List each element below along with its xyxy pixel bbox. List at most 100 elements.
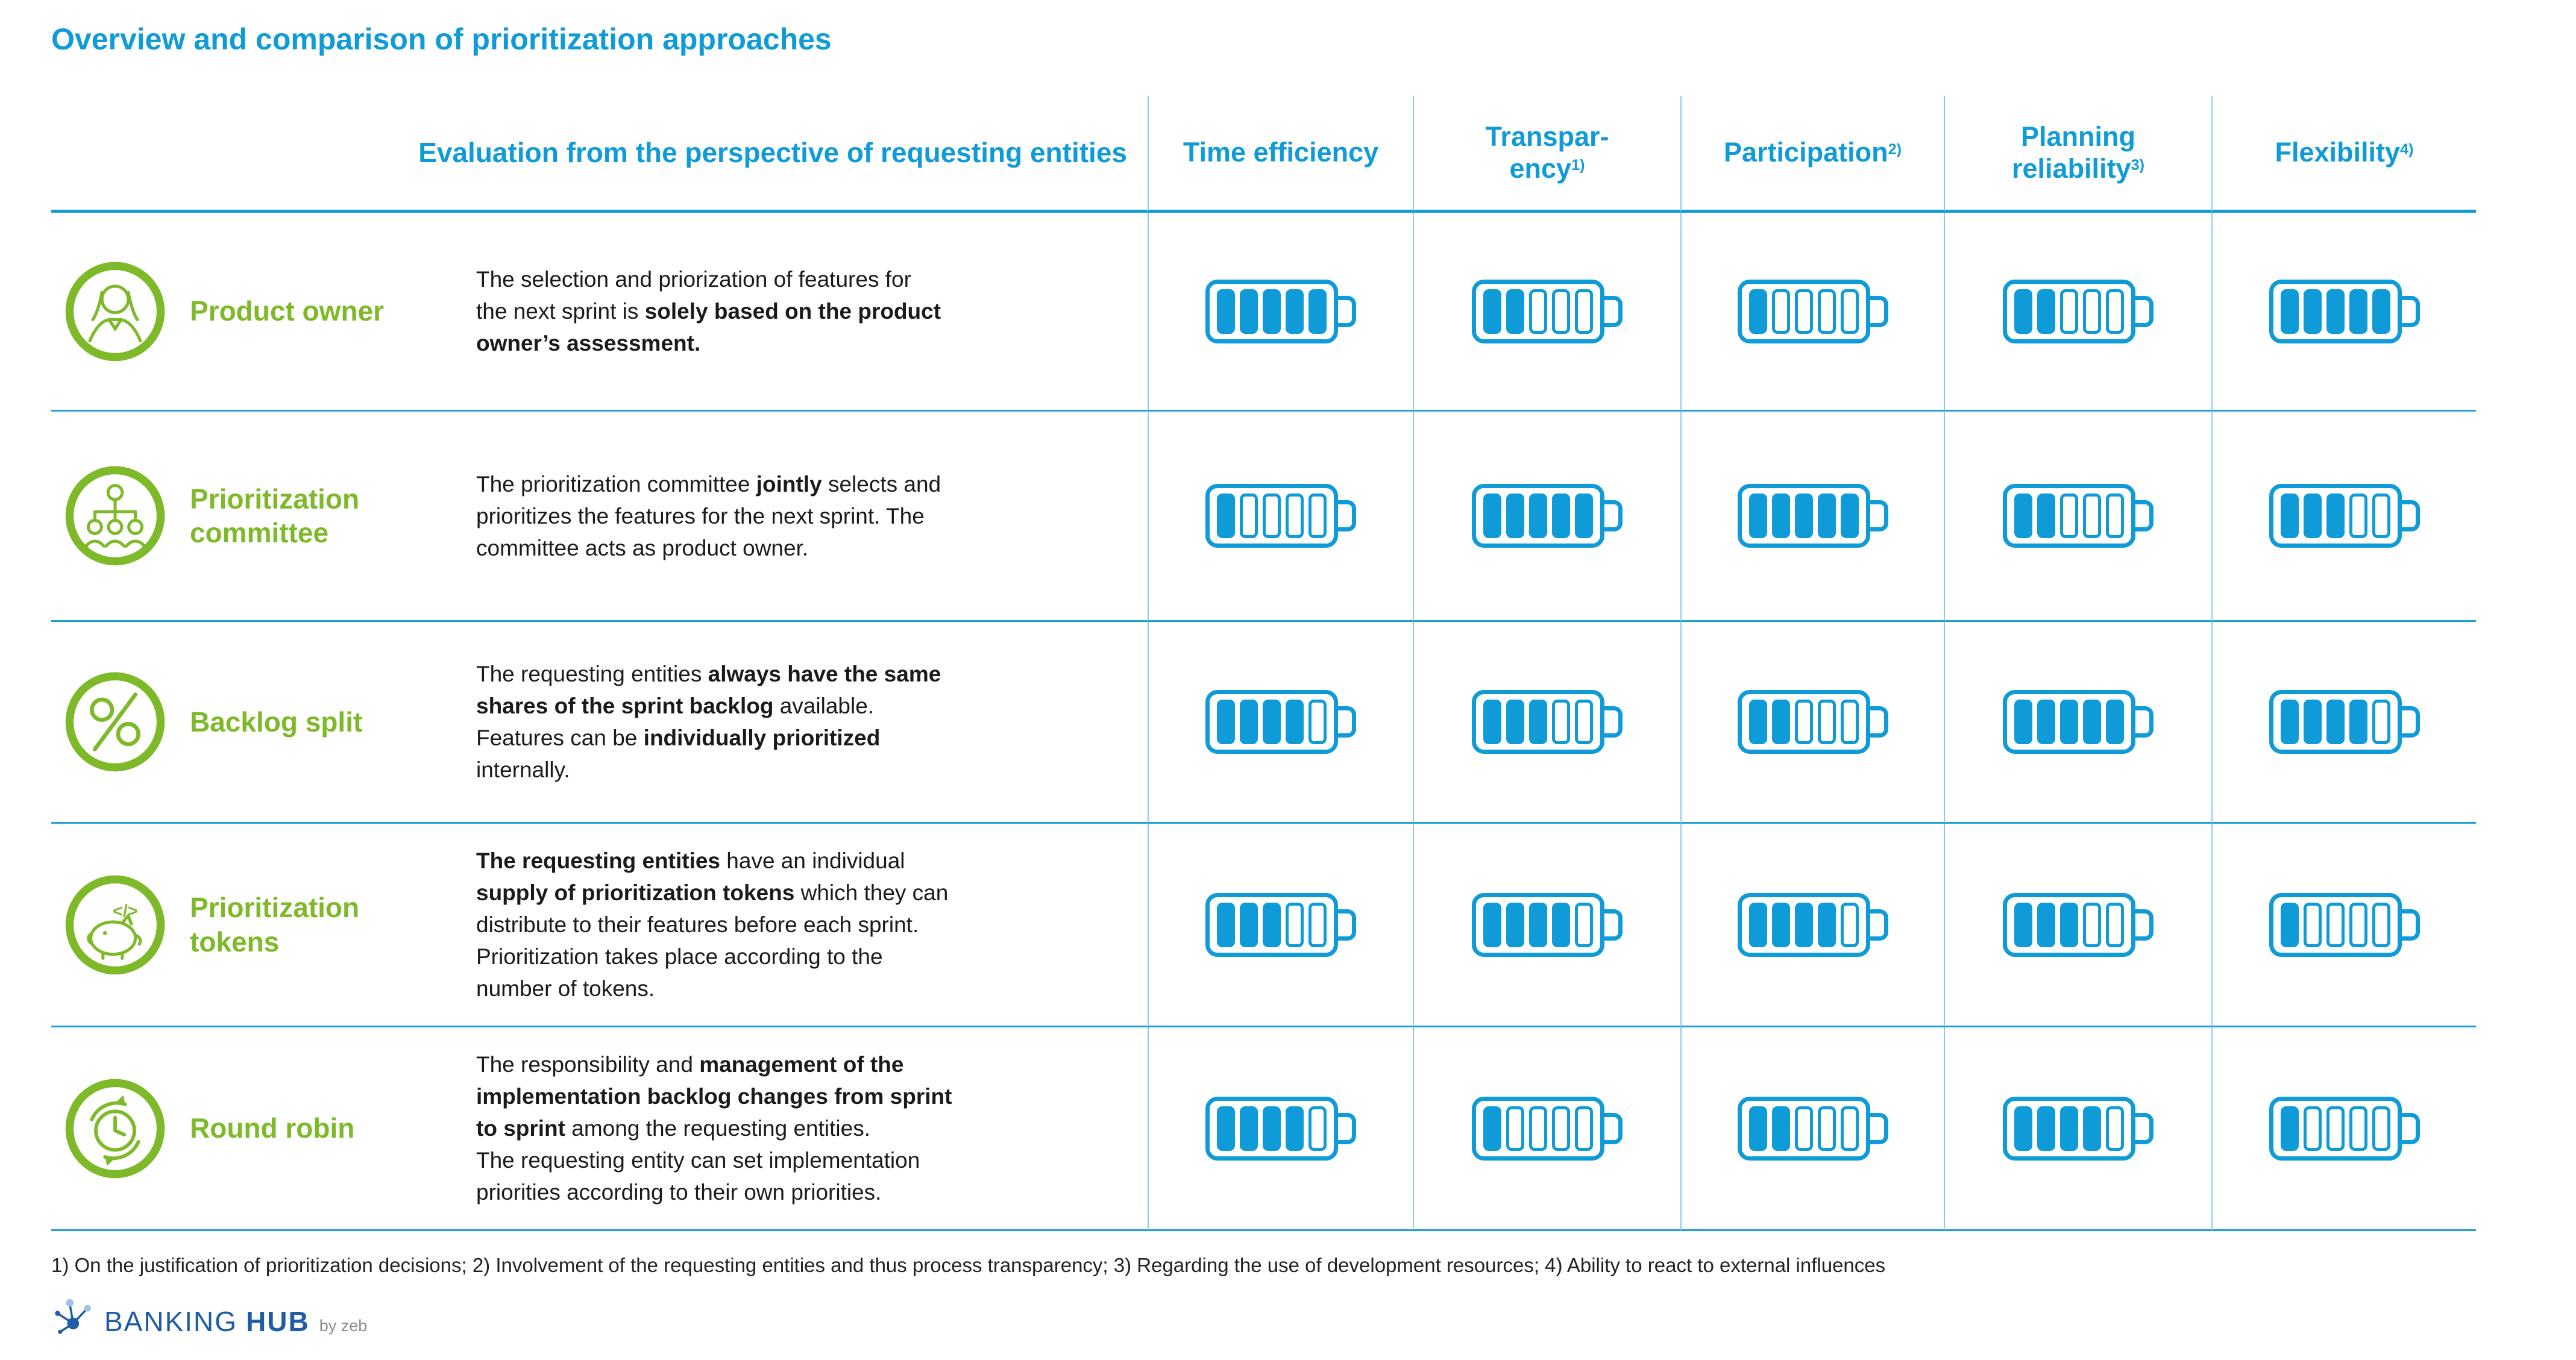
approach-description: The selection and priorization of featur… bbox=[476, 267, 941, 356]
footnote-ref: 4) bbox=[2400, 140, 2414, 158]
battery-gauge-3-of-5 bbox=[2003, 892, 2153, 957]
battery-segment-empty bbox=[1817, 1106, 1836, 1151]
logo-byline: by zeb bbox=[319, 1317, 368, 1335]
battery-segment-empty bbox=[2083, 902, 2101, 947]
battery-gauge-2-of-5 bbox=[1472, 279, 1623, 343]
battery-terminal bbox=[1604, 909, 1623, 941]
logo-text-hub: HUB bbox=[246, 1306, 310, 1337]
rating-cell-product-owner-time-efficiency bbox=[1148, 213, 1413, 412]
battery-gauge-4-of-5 bbox=[2269, 690, 2420, 754]
battery-body bbox=[1472, 484, 1604, 548]
comparison-table: Evaluation from the perspective of reque… bbox=[51, 96, 2576, 1231]
battery-segment-filled bbox=[1506, 700, 1524, 744]
rating-cell-round-robin-transpar-ency bbox=[1413, 1027, 1680, 1231]
battery-segment-filled bbox=[1286, 700, 1304, 744]
battery-segment-filled bbox=[2014, 1106, 2032, 1151]
page-title: Overview and comparison of prioritizatio… bbox=[51, 22, 832, 56]
battery-segment-filled bbox=[1794, 902, 1813, 947]
battery-body bbox=[1737, 1096, 1870, 1161]
battery-segment-filled bbox=[2060, 1106, 2078, 1151]
battery-terminal bbox=[1338, 909, 1356, 941]
battery-terminal bbox=[1870, 706, 1888, 738]
battery-segment-empty bbox=[2349, 902, 2367, 947]
battery-terminal bbox=[1338, 500, 1356, 531]
rating-cell-prioritization-committee-transpar-ency bbox=[1413, 412, 1680, 622]
battery-segment-filled bbox=[1483, 902, 1501, 947]
battery-segment-empty bbox=[1308, 494, 1327, 538]
battery-segment-filled bbox=[1240, 902, 1258, 947]
battery-segment-filled bbox=[1263, 902, 1281, 947]
battery-segment-filled bbox=[2014, 494, 2032, 538]
battery-segment-empty bbox=[1794, 1106, 1813, 1151]
battery-segment-empty bbox=[1286, 494, 1304, 538]
battery-segment-empty bbox=[1552, 1106, 1570, 1151]
battery-gauge-3-of-5 bbox=[1205, 892, 1356, 957]
battery-segment-empty bbox=[1263, 494, 1281, 538]
battery-segment-filled bbox=[2037, 1106, 2055, 1151]
battery-segment-filled bbox=[2014, 902, 2032, 947]
battery-gauge-1-of-5 bbox=[1205, 484, 1356, 548]
battery-segment-empty bbox=[1840, 902, 1859, 947]
battery-body bbox=[2003, 484, 2135, 548]
battery-terminal bbox=[2135, 909, 2153, 941]
battery-terminal bbox=[2401, 500, 2420, 531]
battery-segment-empty bbox=[2326, 1106, 2345, 1151]
battery-terminal bbox=[2401, 909, 2420, 941]
rating-cell-prioritization-committee-time-efficiency bbox=[1148, 412, 1413, 622]
battery-segment-filled bbox=[2037, 700, 2055, 744]
battery-segment-filled bbox=[1771, 902, 1790, 947]
battery-segment-filled bbox=[2280, 494, 2299, 538]
battery-segment-filled bbox=[2303, 289, 2322, 334]
battery-segment-empty bbox=[1308, 700, 1327, 744]
battery-segment-filled bbox=[1529, 494, 1547, 538]
battery-segment-filled bbox=[1483, 289, 1501, 334]
column-header-planning-reliability: Planning reliability3) bbox=[1944, 96, 2211, 213]
battery-body bbox=[2269, 484, 2402, 548]
battery-segment-filled bbox=[1817, 494, 1836, 538]
rating-cell-backlog-split-time-efficiency bbox=[1148, 622, 1413, 824]
battery-gauge-5-of-5 bbox=[1205, 279, 1356, 343]
battery-gauge-4-of-5 bbox=[1472, 892, 1623, 957]
battery-terminal bbox=[1870, 295, 1888, 327]
battery-body bbox=[1472, 690, 1604, 754]
battery-segment-empty bbox=[1308, 902, 1327, 947]
battery-terminal bbox=[2135, 500, 2153, 531]
battery-body bbox=[1205, 892, 1338, 957]
battery-body bbox=[1737, 690, 1870, 754]
battery-segment-filled bbox=[1748, 902, 1767, 947]
battery-segment-filled bbox=[2326, 289, 2345, 334]
battery-segment-filled bbox=[1529, 700, 1547, 744]
round-robin-icon bbox=[64, 1078, 166, 1179]
battery-segment-empty bbox=[2326, 902, 2345, 947]
battery-gauge-1-of-5 bbox=[1737, 279, 1888, 343]
battery-gauge-4-of-5 bbox=[1205, 1096, 1356, 1161]
battery-segment-empty bbox=[1286, 902, 1304, 947]
battery-segment-filled bbox=[2037, 289, 2055, 334]
battery-segment-empty bbox=[2372, 902, 2390, 947]
battery-gauge-3-of-5 bbox=[1472, 690, 1623, 754]
rating-cell-product-owner-flexibility bbox=[2211, 213, 2476, 412]
footnote-ref: 2) bbox=[1888, 140, 1902, 158]
battery-segment-filled bbox=[1771, 1106, 1790, 1151]
battery-terminal bbox=[1338, 1112, 1356, 1144]
battery-body bbox=[2003, 279, 2135, 343]
column-header-transpar-ency: Transpar-ency1) bbox=[1413, 96, 1680, 213]
rating-cell-prioritization-committee-planning-reliability bbox=[1944, 412, 2211, 622]
battery-segment-filled bbox=[2326, 700, 2345, 744]
battery-segment-empty bbox=[1529, 1106, 1547, 1151]
battery-gauge-4-of-5 bbox=[2003, 1096, 2153, 1161]
battery-segment-filled bbox=[2083, 700, 2101, 744]
battery-terminal bbox=[1604, 706, 1623, 738]
rating-cell-prioritization-tokens-time-efficiency bbox=[1148, 824, 1413, 1027]
battery-body bbox=[1205, 279, 1338, 343]
battery-segment-filled bbox=[1771, 700, 1790, 744]
prioritization-committee-icon bbox=[64, 465, 166, 566]
rating-cell-round-robin-flexibility bbox=[2211, 1027, 2476, 1231]
approach-label-prioritization-committee: Prioritization committee bbox=[190, 483, 360, 548]
battery-segment-filled bbox=[1506, 494, 1524, 538]
battery-segment-filled bbox=[1552, 902, 1570, 947]
rating-cell-backlog-split-planning-reliability bbox=[1944, 622, 2211, 824]
rating-cell-prioritization-committee-participation bbox=[1680, 412, 1944, 622]
battery-gauge-2-of-5 bbox=[2003, 484, 2153, 548]
battery-segment-filled bbox=[2037, 902, 2055, 947]
